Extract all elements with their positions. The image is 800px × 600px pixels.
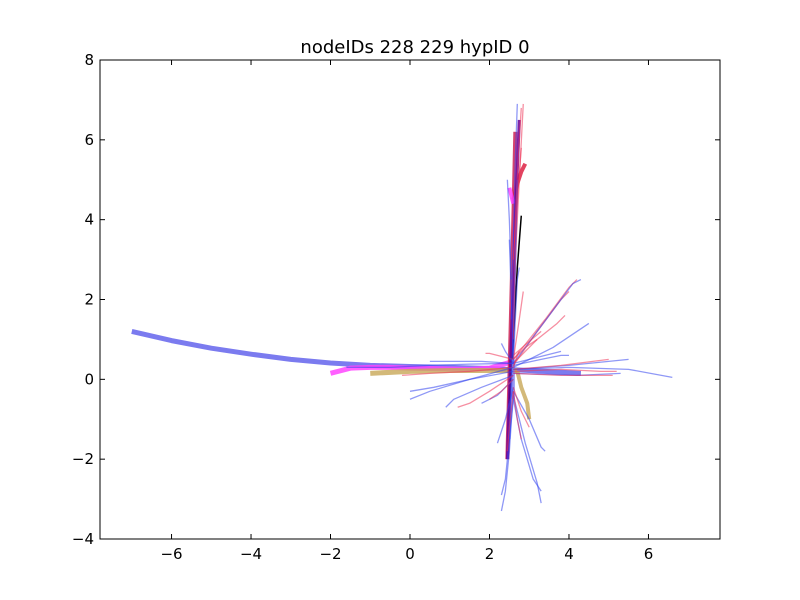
series-line-16 xyxy=(513,354,569,366)
y-tick-label: −4 xyxy=(72,530,94,548)
series-line-20 xyxy=(513,368,617,373)
y-tick-label: 0 xyxy=(84,370,94,388)
chart-title: nodeIDs 228 229 hypID 0 xyxy=(300,37,529,58)
series-line-27 xyxy=(445,374,514,408)
series-group xyxy=(131,103,673,512)
series-line-50 xyxy=(508,239,514,360)
series-line-41 xyxy=(512,391,522,440)
series-line-53 xyxy=(500,343,514,364)
plot-area: −6 −4 −2 0 2 4 6 −4 −2 0 2 4 6 8 xyxy=(72,51,721,563)
series-line-47 xyxy=(510,103,518,320)
x-tick-label: 6 xyxy=(644,545,654,563)
series-line-44 xyxy=(506,391,514,452)
series-line-42 xyxy=(496,387,514,444)
series-line-15 xyxy=(512,315,566,364)
series-line-48 xyxy=(506,179,512,280)
series-line-37 xyxy=(500,391,514,512)
series-line-31 xyxy=(346,362,514,369)
series-line-49 xyxy=(512,147,522,260)
series-line-24 xyxy=(512,330,542,356)
series-line-14 xyxy=(513,322,590,368)
series-line-35 xyxy=(409,366,514,392)
series-line-43 xyxy=(512,387,530,428)
x-tick-label: 4 xyxy=(564,545,574,563)
x-tick-label: −2 xyxy=(319,545,341,563)
series-line-26 xyxy=(409,370,514,400)
series-line-39 xyxy=(512,395,542,504)
x-tick-label: −6 xyxy=(160,545,182,563)
series-line-17 xyxy=(513,366,673,378)
series-line-23 xyxy=(513,350,562,365)
series-line-30 xyxy=(489,378,514,400)
y-tick-label: 2 xyxy=(84,291,94,309)
series-line-34 xyxy=(402,366,514,376)
y-tick-label: 6 xyxy=(84,131,94,149)
x-tick-label: 2 xyxy=(485,545,495,563)
series-line-3 xyxy=(515,370,532,420)
x-tick-label: −4 xyxy=(240,545,262,563)
y-tick-label: −2 xyxy=(72,450,94,468)
series-line-52 xyxy=(512,291,524,360)
series-line-32 xyxy=(429,360,514,365)
x-tick-label: 0 xyxy=(405,545,415,563)
series-line-22 xyxy=(513,372,613,376)
series-line-6 xyxy=(507,187,516,205)
series-line-51 xyxy=(512,267,520,364)
y-tick-label: 4 xyxy=(84,211,94,229)
y-tick-label: 8 xyxy=(84,51,94,69)
series-line-46 xyxy=(512,103,524,340)
series-line-54 xyxy=(512,351,520,368)
series-line-28 xyxy=(457,374,514,408)
series-line-19 xyxy=(513,358,609,370)
series-line-40 xyxy=(512,390,546,452)
series-line-2 xyxy=(370,368,518,376)
series-line-33 xyxy=(485,352,514,361)
